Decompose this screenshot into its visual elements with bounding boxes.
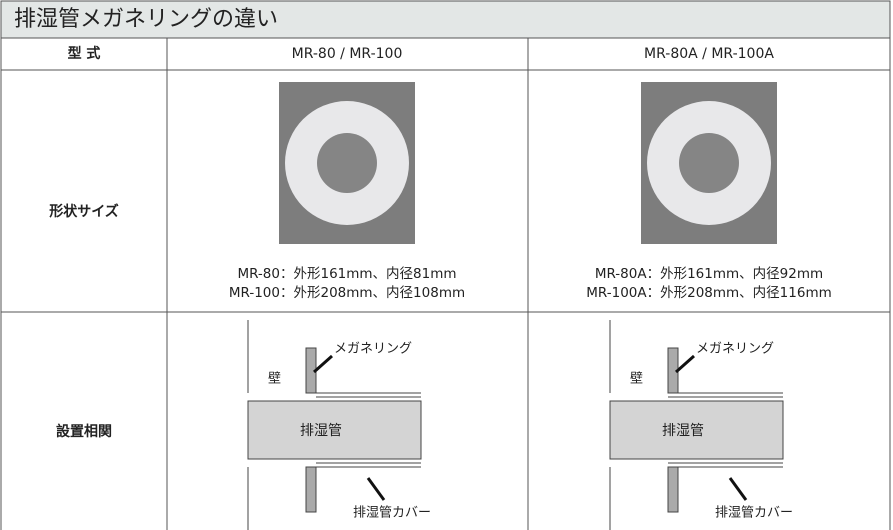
ring-section <box>667 466 679 513</box>
wall-label: 壁 <box>268 372 281 387</box>
wall-label: 壁 <box>630 372 643 387</box>
cover-label: 排湿管カバー <box>353 506 431 521</box>
size-text: MR-100A：外形208mm、内径116mm <box>586 285 832 301</box>
pipe-label: 排湿管 <box>300 423 342 439</box>
leader <box>675 354 695 374</box>
header-cell: MR-80 / MR-100 <box>292 46 403 62</box>
title: 排湿管メガネリングの違い <box>14 7 278 32</box>
leader <box>728 477 748 501</box>
grid <box>0 38 891 530</box>
size-text: MR-80A：外形161mm、内径92mm <box>595 266 823 282</box>
title-bar <box>0 0 891 39</box>
ring-section <box>305 466 317 513</box>
size-text: MR-100：外形208mm、内径108mm <box>229 285 465 301</box>
row-label: 形状サイズ <box>49 203 119 220</box>
row-label: 設置相関 <box>56 423 112 440</box>
pipe-label: 排湿管 <box>662 423 704 439</box>
header-cell: 型 式 <box>68 45 101 62</box>
leader <box>313 354 333 374</box>
leader <box>366 477 386 501</box>
pipe <box>609 400 784 460</box>
header-cell: MR-80A / MR-100A <box>644 46 774 62</box>
size-text: MR-80：外形161mm、内径81mm <box>237 266 456 282</box>
ring-hole <box>679 133 739 193</box>
ring-label: メガネリング <box>334 342 412 357</box>
cover-label: 排湿管カバー <box>715 506 793 521</box>
ring-hole <box>317 133 377 193</box>
ring-label: メガネリング <box>696 342 774 357</box>
pipe <box>247 400 422 460</box>
